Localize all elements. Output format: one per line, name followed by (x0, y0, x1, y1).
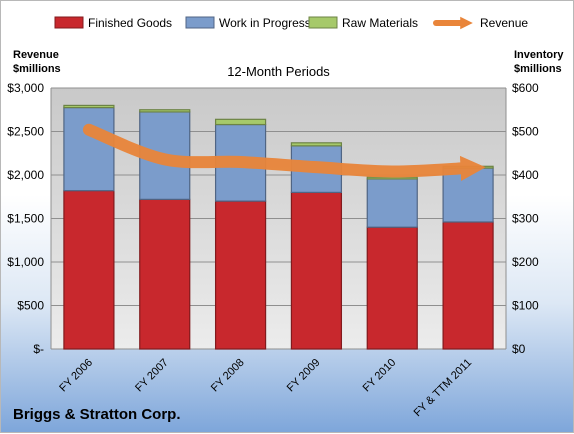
legend-label: Revenue (480, 16, 528, 30)
bar-finished-goods (366, 226, 418, 350)
bar-raw-materials (63, 104, 115, 109)
bar-raw-materials (290, 142, 343, 147)
left-tick-label: $1,500 (7, 212, 44, 226)
right-tick-label: $200 (512, 255, 539, 269)
bar-finished-goods (214, 200, 267, 350)
chart-subtitle: 12-Month Periods (227, 64, 330, 79)
x-tick-label: FY 2008 (209, 357, 247, 395)
right-tick-label: $0 (512, 342, 526, 356)
x-tick-label: FY 2010 (361, 357, 399, 395)
bar-raw-materials (139, 109, 191, 113)
revenue-line (82, 123, 486, 181)
left-axis-title-line2: $millions (13, 63, 61, 75)
left-tick-label: $- (33, 342, 44, 356)
right-tick-label: $100 (512, 299, 539, 313)
bar-finished-goods (442, 221, 494, 350)
legend-label: Finished Goods (88, 16, 172, 30)
right-tick-label: $400 (512, 168, 539, 182)
legend-label: Work in Progress (219, 16, 311, 30)
right-tick-label: $300 (512, 212, 539, 226)
left-tick-label: $1,000 (7, 255, 44, 269)
legend-swatch (308, 16, 338, 29)
x-tick-label: FY & TTM 2011 (412, 357, 475, 420)
bar-work-in-progress (63, 106, 115, 192)
bar-raw-materials (214, 118, 267, 126)
legend-swatch (54, 16, 84, 29)
x-tick-label: FY 2007 (133, 357, 171, 395)
left-tick-label: $500 (17, 299, 44, 313)
bar-finished-goods (290, 191, 343, 350)
x-tick-label: FY 2009 (285, 357, 323, 395)
right-axis-title-line1: Inventory (514, 49, 564, 61)
left-tick-label: $2,000 (7, 168, 44, 182)
x-tick-label: FY 2006 (57, 357, 95, 395)
left-tick-label: $2,500 (7, 125, 44, 139)
right-tick-label: $500 (512, 125, 539, 139)
company-name: Briggs & Stratton Corp. (13, 406, 181, 423)
legend-swatch (185, 16, 215, 29)
bar-work-in-progress (442, 167, 494, 223)
bar-finished-goods (139, 198, 191, 350)
left-tick-label: $3,000 (7, 81, 44, 95)
right-axis-title-line2: $millions (514, 63, 562, 75)
bar-work-in-progress (366, 178, 418, 228)
bar-finished-goods (63, 190, 115, 350)
legend-label: Raw Materials (342, 16, 418, 30)
left-axis-title-line1: Revenue (13, 49, 59, 61)
right-tick-label: $600 (512, 81, 539, 95)
